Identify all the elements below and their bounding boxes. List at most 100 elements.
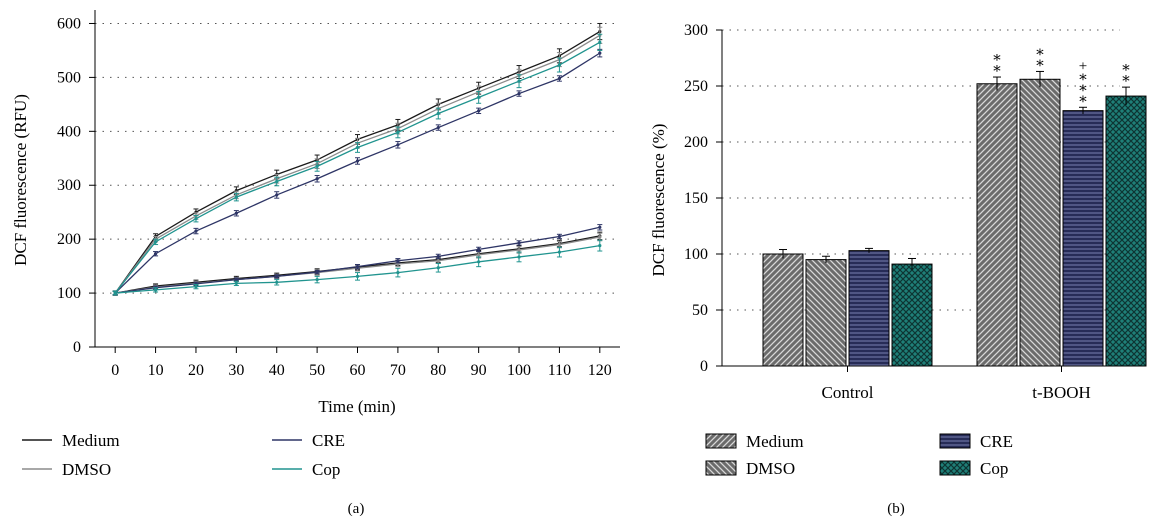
data-point (598, 51, 602, 55)
legend-swatch-dmso (705, 460, 737, 476)
chart-b-category-labels: Control t-BOOH (822, 383, 1091, 402)
x-tick-label: 110 (548, 362, 571, 379)
data-point (194, 285, 198, 289)
bar-medium-t-booh (976, 83, 1018, 367)
data-point (517, 91, 521, 96)
data-point (396, 130, 400, 134)
data-point (234, 278, 238, 282)
bar-dmso-t-booh (1019, 78, 1061, 367)
chart-a-x-axis-label: Time (min) (318, 397, 395, 416)
legend-label-cre: CRE (312, 431, 345, 450)
data-point (436, 266, 440, 270)
data-point (477, 253, 481, 257)
data-point (315, 164, 319, 168)
chart-a-y-axis-label: DCF fluorescence (RFU) (11, 94, 30, 266)
legend-label-cop: Cop (980, 459, 1008, 478)
data-point (598, 40, 602, 44)
bar-medium-control (762, 253, 804, 367)
data-point (598, 235, 602, 239)
chart-a-x-tick-labels: 0 10 20 30 40 50 60 70 80 90 100 110 120 (111, 362, 612, 379)
data-point (153, 252, 158, 256)
data-point (396, 270, 400, 275)
y-tick-label: 150 (684, 190, 708, 207)
x-tick-label: 50 (309, 362, 325, 379)
data-point (477, 247, 481, 252)
data-point (315, 270, 319, 274)
y-tick-label: 400 (57, 123, 81, 140)
data-point (477, 109, 481, 113)
data-point (477, 95, 481, 99)
y-tick-label: 0 (700, 358, 708, 375)
legend-label-medium: Medium (62, 431, 120, 450)
data-point (436, 111, 440, 116)
x-tick-label: 0 (111, 362, 119, 379)
data-point (477, 260, 481, 264)
data-point (275, 280, 279, 284)
data-point (517, 248, 521, 252)
data-point (355, 159, 360, 163)
y-tick-label: 50 (692, 302, 708, 319)
chart-a-series (112, 22, 603, 296)
data-point (436, 259, 440, 263)
data-point (557, 242, 562, 247)
chart-b-y-axis-label: DCF fluorescence (%) (649, 124, 668, 277)
data-point (355, 274, 360, 278)
data-point (153, 240, 158, 244)
data-point (517, 79, 521, 83)
y-tick-label: 200 (684, 134, 708, 151)
significance-mark: ∗ (992, 50, 1002, 66)
x-tick-label: 70 (390, 362, 406, 379)
y-tick-label: 300 (57, 177, 81, 194)
significance-mark: ∗ (1078, 91, 1088, 107)
data-point (113, 291, 117, 295)
bar-dmso-control (805, 259, 847, 367)
y-tick-label: 600 (57, 15, 81, 32)
data-point (436, 125, 440, 130)
x-tick-label: 120 (588, 362, 612, 379)
data-point (598, 244, 602, 248)
data-point (557, 63, 562, 67)
data-point (275, 193, 279, 197)
data-point (517, 255, 521, 259)
y-tick-label: 250 (684, 78, 708, 95)
chart-a-legend: Medium DMSO CRE Cop (22, 431, 345, 479)
data-point (234, 211, 238, 215)
significance-mark: ∗ (1121, 60, 1131, 76)
panel-label-a: (a) (348, 501, 365, 517)
data-point (315, 177, 319, 181)
legend-label-cop: Cop (312, 460, 340, 479)
legend-label-cre: CRE (980, 432, 1013, 451)
y-tick-label: 100 (57, 285, 81, 302)
legend-label-medium: Medium (746, 432, 804, 451)
x-tick-label: 40 (269, 362, 285, 379)
x-tick-label: 10 (148, 362, 164, 379)
bar-cop-t-booh (1105, 95, 1147, 367)
significance-mark: ∗ (1035, 55, 1045, 71)
y-tick-label: 300 (684, 22, 708, 39)
chart-a-axes (89, 10, 620, 353)
chart-b-bars: ∗∗ ∗∗∗∗∗+∗∗ (762, 44, 1147, 367)
chart-b-y-tick-labels: 0 50 100 150 200 250 300 (684, 22, 708, 375)
significance-mark: ∗ (1078, 80, 1088, 96)
data-point (396, 143, 400, 147)
data-point (355, 265, 360, 269)
chart-a-y-tick-labels: 0 100 200 300 400 500 600 (57, 15, 81, 356)
x-tick-label: 100 (507, 362, 531, 379)
x-tick-label: 20 (188, 362, 204, 379)
y-tick-label: 500 (57, 69, 81, 86)
bar-cre-t-booh (1062, 110, 1104, 367)
legend-swatch-cre (939, 433, 971, 449)
data-point (275, 274, 279, 278)
data-point (598, 225, 602, 229)
y-tick-label: 100 (684, 246, 708, 263)
data-point (234, 195, 238, 199)
data-point (153, 288, 158, 292)
chart-b-legend: Medium DMSO CRE Cop (705, 432, 1013, 478)
legend-swatch-cop (939, 460, 971, 476)
y-tick-label: 0 (73, 339, 81, 356)
data-point (517, 241, 521, 245)
data-point (194, 217, 198, 221)
data-point (194, 229, 198, 233)
significance-mark: + (1079, 58, 1087, 74)
